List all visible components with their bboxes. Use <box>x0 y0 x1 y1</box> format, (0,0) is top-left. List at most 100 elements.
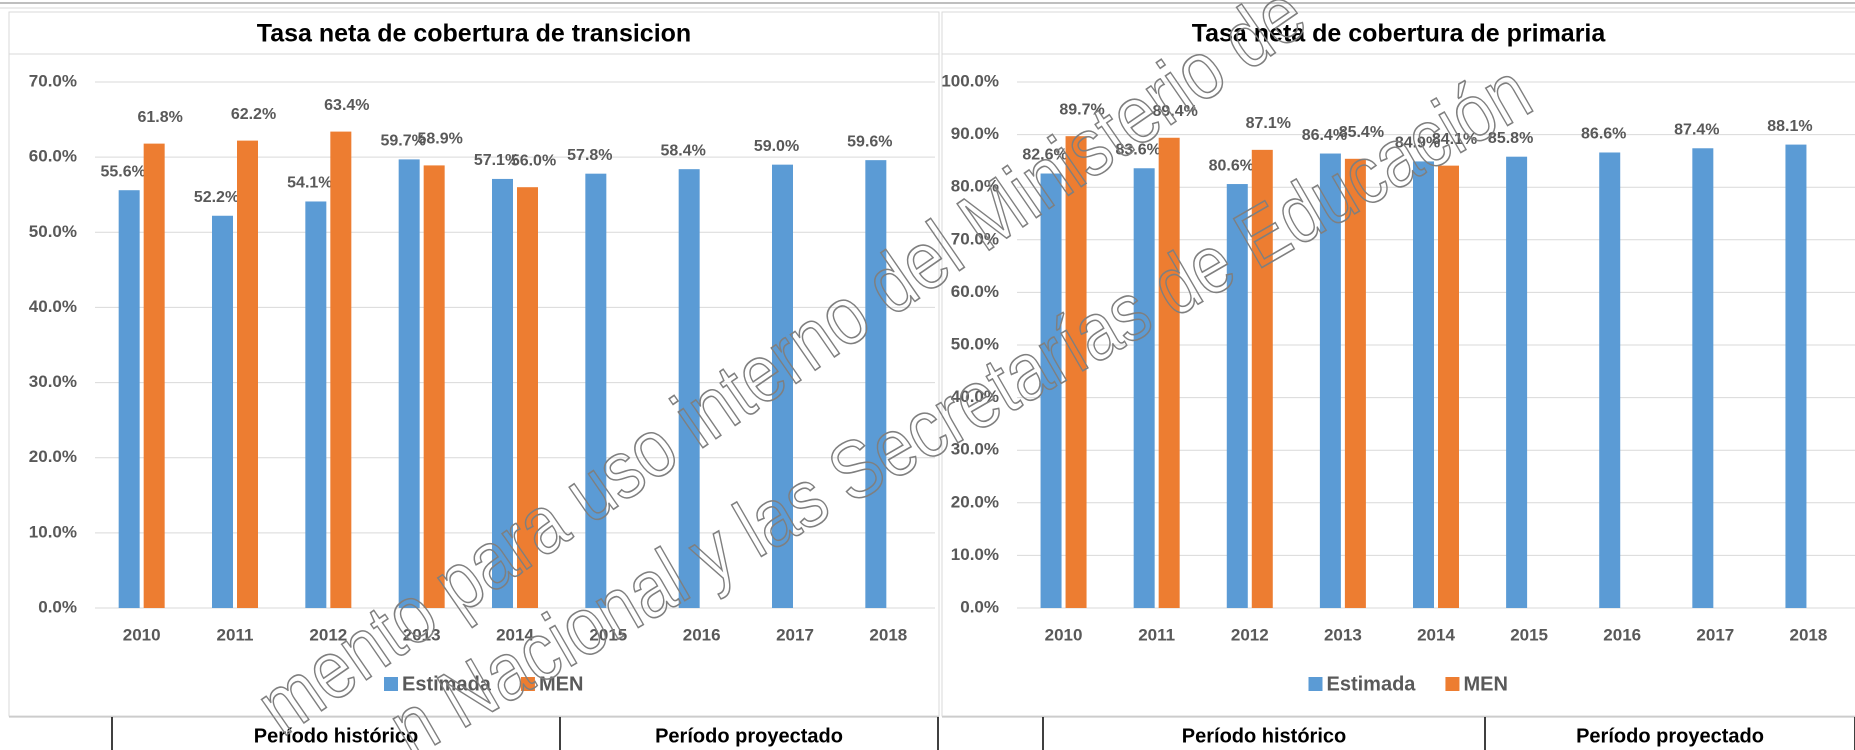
x-tick-label: 2014 <box>496 625 534 644</box>
bar <box>517 187 538 608</box>
x-tick-label: 2011 <box>1138 625 1175 644</box>
bar <box>330 131 352 608</box>
chart-frame <box>941 11 1855 717</box>
data-label: 57.1% <box>474 152 519 169</box>
legend-swatch <box>384 677 398 691</box>
data-label: 89.4% <box>1152 103 1197 120</box>
bar <box>423 165 445 608</box>
data-label: 63.4% <box>324 97 369 114</box>
x-tick-label: 2015 <box>1510 625 1548 644</box>
y-tick-label: 30.0% <box>951 440 999 459</box>
data-label: 59.7% <box>380 133 425 150</box>
bar <box>1413 161 1434 608</box>
data-label: 84.9% <box>1395 135 1440 152</box>
data-label: 87.4% <box>1674 121 1719 138</box>
data-label: 61.8% <box>137 109 182 126</box>
legend-label: MEN <box>1463 673 1507 695</box>
data-label: 62.2% <box>231 106 276 123</box>
bar <box>678 169 700 608</box>
legend-swatch <box>520 677 535 691</box>
x-tick-label: 2016 <box>683 625 721 644</box>
x-tick-label: 2010 <box>123 625 161 644</box>
bar <box>305 201 327 608</box>
x-tick-label: 2012 <box>1231 625 1269 644</box>
y-tick-label: 20.0% <box>951 492 999 511</box>
bar <box>1319 153 1341 608</box>
data-label: 84.1% <box>1432 131 1477 148</box>
period-label: Período proyectado <box>655 725 843 747</box>
x-tick-label: 2014 <box>1417 625 1455 644</box>
bar <box>1506 156 1528 608</box>
data-label: 83.6% <box>1115 141 1160 158</box>
y-tick-label: 60.0% <box>951 282 999 301</box>
data-label: 85.4% <box>1339 124 1384 141</box>
x-tick-label: 2016 <box>1603 625 1641 644</box>
bar <box>143 143 165 609</box>
x-tick-label: 2012 <box>309 625 347 644</box>
y-tick-label: 10.0% <box>29 522 77 541</box>
bar <box>237 140 258 608</box>
bar <box>1599 152 1621 608</box>
bar <box>1785 144 1807 608</box>
bar <box>1692 148 1714 608</box>
x-tick-label: 2017 <box>1696 625 1734 644</box>
y-tick-label: 0.0% <box>38 597 77 616</box>
data-label: 56.0% <box>511 152 556 169</box>
y-tick-label: 40.0% <box>951 387 999 406</box>
legend-label: Estimada <box>1327 673 1417 695</box>
x-tick-label: 2013 <box>1324 625 1362 644</box>
legend-label: MEN <box>539 673 583 695</box>
y-tick-label: 80.0% <box>951 177 999 196</box>
data-label: 59.6% <box>847 133 892 150</box>
period-label: Período proyectado <box>1576 725 1764 747</box>
data-label: 58.9% <box>417 131 462 148</box>
y-tick-label: 0.0% <box>960 597 999 616</box>
bar <box>585 173 607 608</box>
bar <box>1133 168 1155 608</box>
y-tick-label: 30.0% <box>29 372 77 391</box>
bar <box>1065 136 1087 609</box>
data-label: 88.1% <box>1767 118 1812 135</box>
data-label: 89.7% <box>1059 101 1104 118</box>
data-label: 58.4% <box>660 142 705 159</box>
data-label: 55.6% <box>100 163 145 180</box>
x-tick-label: 2010 <box>1045 625 1083 644</box>
data-label: 59.0% <box>754 138 799 155</box>
data-label: 80.6% <box>1209 157 1254 174</box>
y-tick-label: 10.0% <box>951 545 999 564</box>
bar <box>1344 158 1366 608</box>
chart-frame <box>8 11 940 717</box>
data-label: 52.2% <box>194 189 239 206</box>
bar <box>118 190 140 608</box>
period-label: Período histórico <box>1182 725 1346 747</box>
bar <box>398 159 420 608</box>
charts: Tasa neta de cobertura de transicion 0.0%… <box>9 20 1855 750</box>
chart-title: Tasa neta de cobertura de transicion <box>257 20 691 48</box>
y-tick-label: 50.0% <box>951 334 999 353</box>
bar <box>1438 165 1459 608</box>
bar <box>1226 184 1248 608</box>
data-label: 86.6% <box>1581 126 1626 143</box>
data-label: 86.4% <box>1302 127 1347 144</box>
bar <box>1158 137 1180 609</box>
x-tick-label: 2017 <box>776 625 814 644</box>
y-tick-label: 70.0% <box>29 71 77 90</box>
chart-title: Tasa neta de cobertura de primaria <box>1192 20 1607 48</box>
y-tick-label: 60.0% <box>29 147 77 166</box>
data-label: 82.6% <box>1022 147 1067 164</box>
bar <box>1040 173 1062 609</box>
y-tick-label: 100.0% <box>941 71 999 90</box>
x-tick-label: 2018 <box>869 625 907 644</box>
y-tick-label: 50.0% <box>29 222 77 241</box>
bar <box>212 215 233 609</box>
x-tick-label: 2018 <box>1790 625 1828 644</box>
bar <box>772 164 793 608</box>
data-label: 87.1% <box>1246 115 1291 132</box>
legend-label: Estimada <box>402 673 492 695</box>
data-label: 85.8% <box>1488 130 1533 147</box>
y-tick-label: 40.0% <box>29 297 77 316</box>
data-label: 57.8% <box>567 147 612 164</box>
bar <box>1251 149 1273 608</box>
